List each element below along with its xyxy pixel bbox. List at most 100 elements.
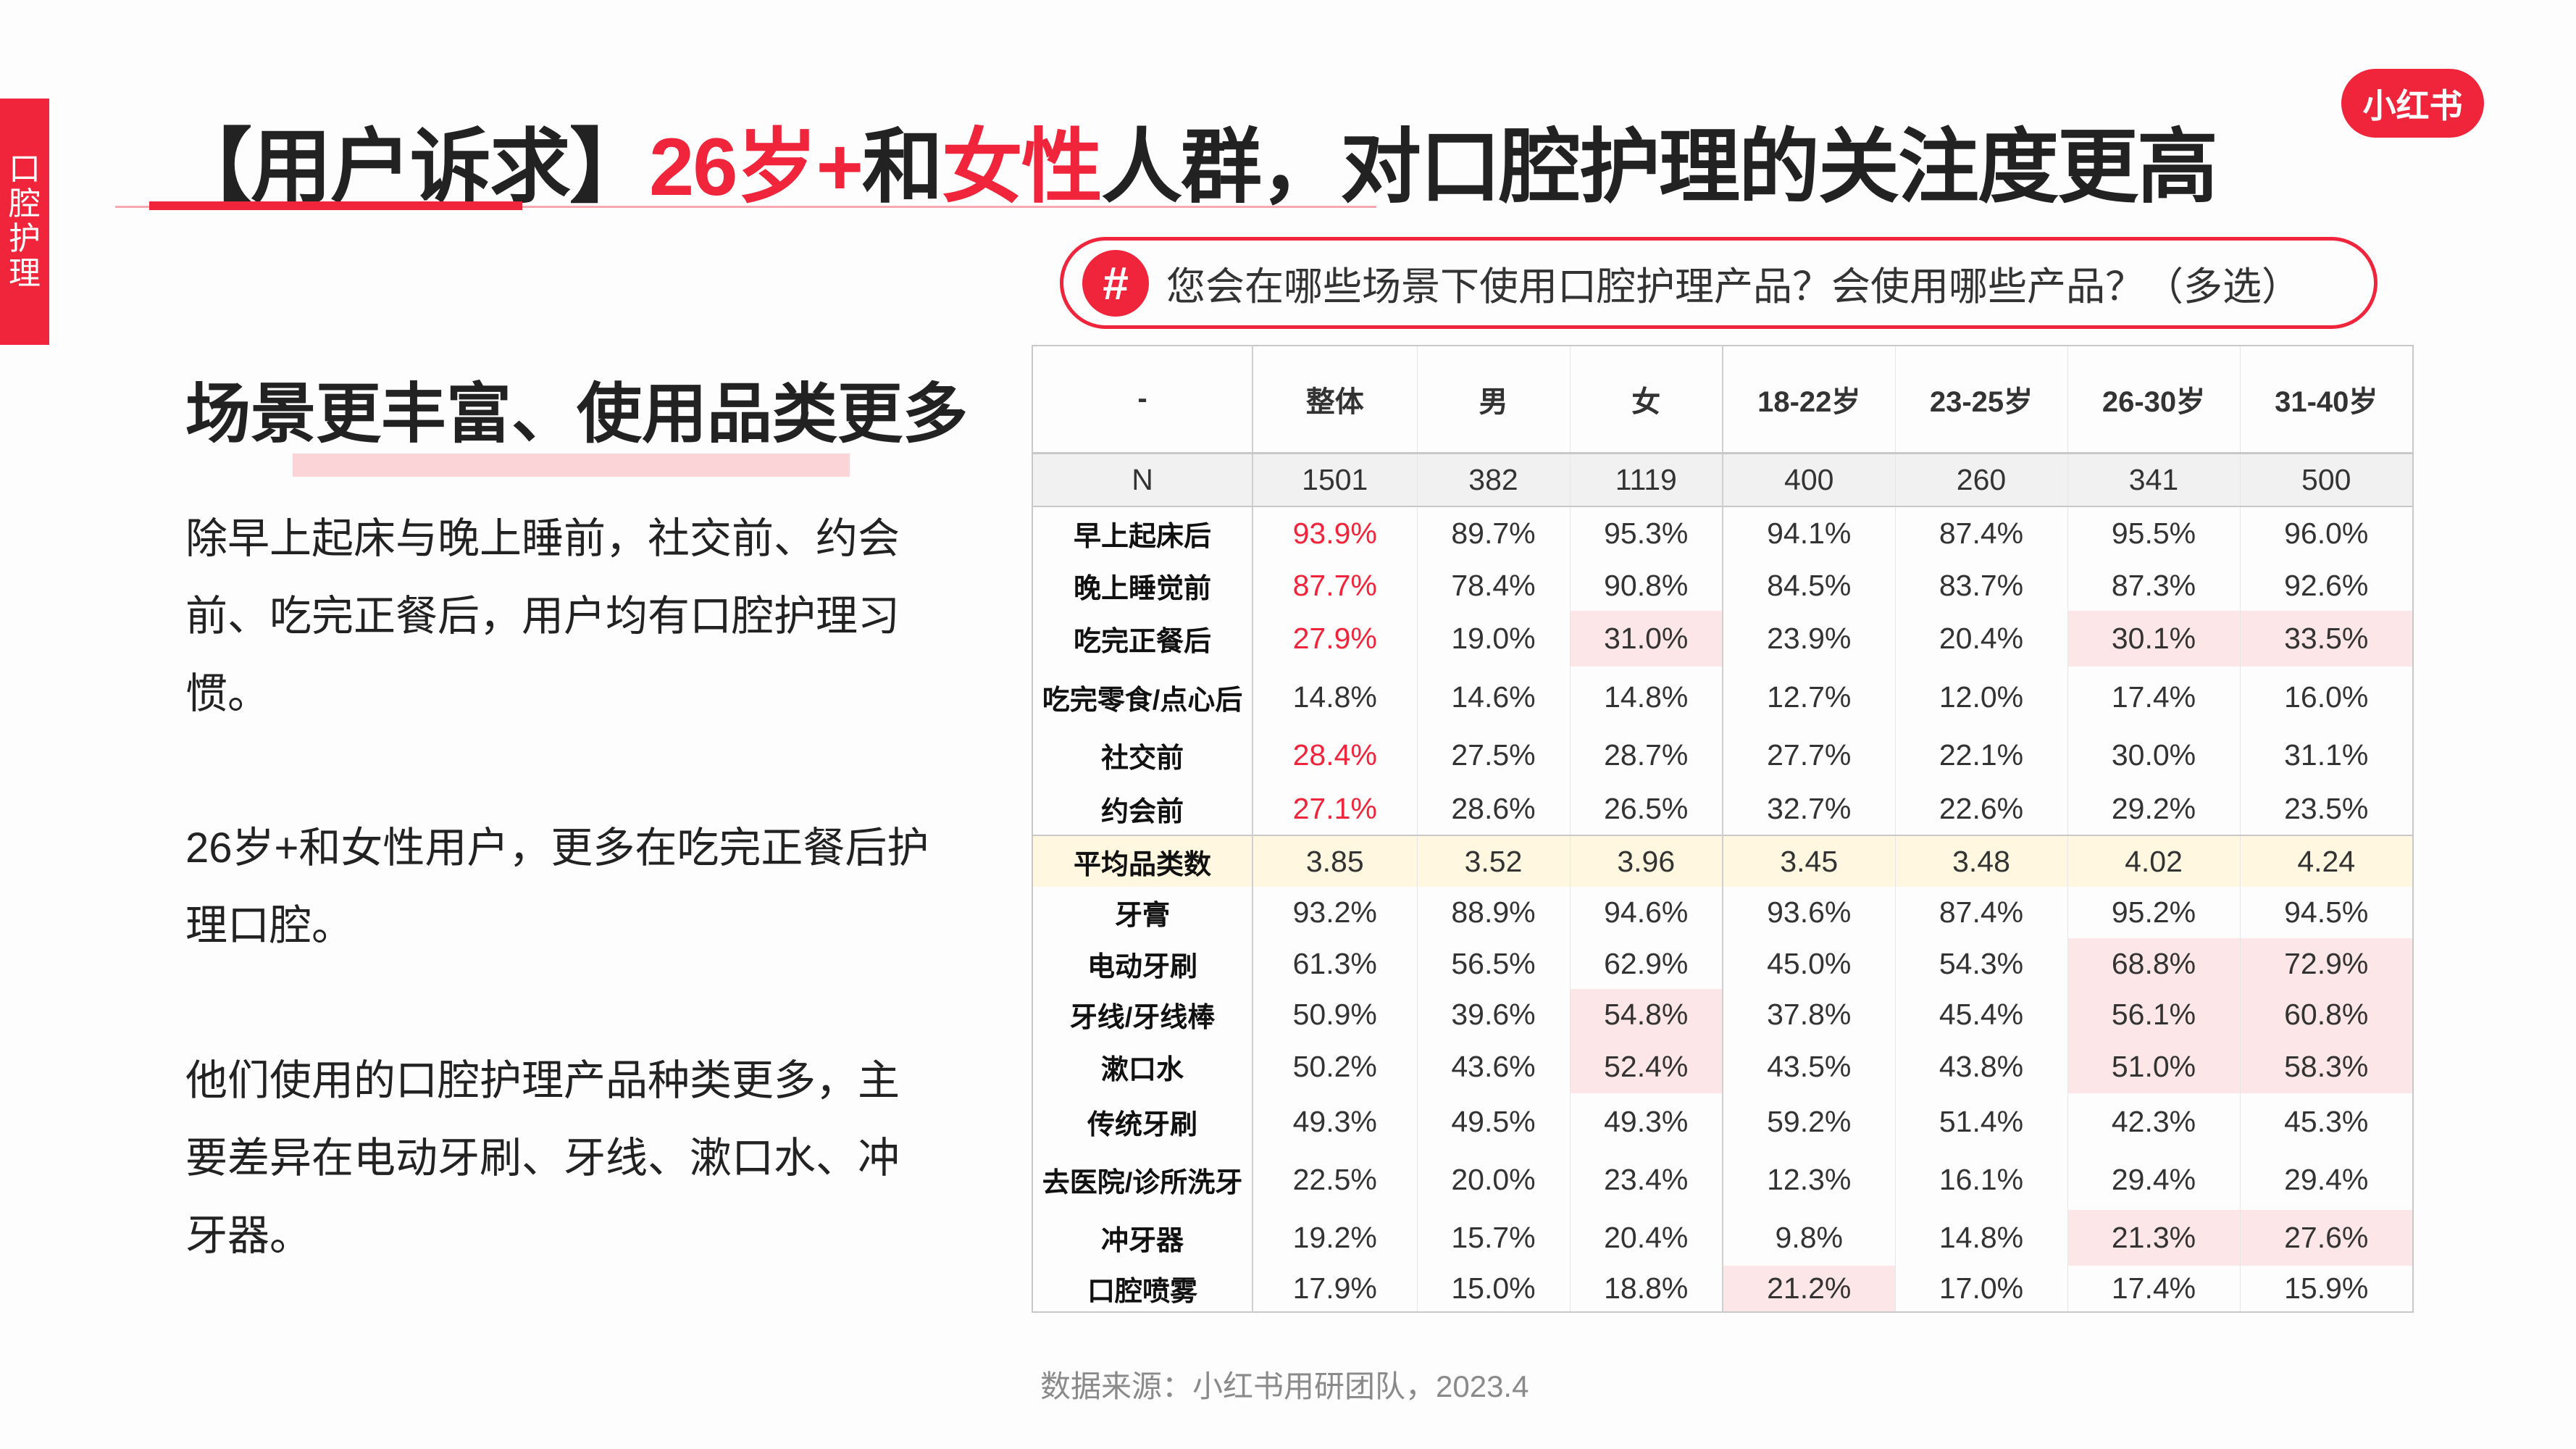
- title-highlight-age: 26岁+: [649, 122, 863, 212]
- value-cell: 23.4%: [1569, 1150, 1723, 1210]
- value-cell: 49.3%: [1252, 1093, 1417, 1150]
- value-cell: 20.4%: [1894, 611, 2067, 667]
- value-cell: 20.4%: [1569, 1210, 1723, 1266]
- value-cell: 58.3%: [2239, 1040, 2413, 1093]
- value-cell: 83.7%: [1894, 560, 2067, 611]
- value-cell: 92.6%: [2239, 560, 2413, 611]
- value-cell: 94.6%: [1569, 887, 1723, 938]
- value-cell: 72.9%: [2239, 938, 2413, 989]
- value-cell: 43.5%: [1722, 1040, 1895, 1093]
- row-label: 冲牙器: [1100, 1226, 1184, 1256]
- value-cell: 87.3%: [2067, 560, 2240, 611]
- value-cell: 22.5%: [1252, 1150, 1417, 1210]
- row-label: 传统牙刷: [1087, 1109, 1197, 1140]
- value-cell: 21.2%: [1722, 1266, 1895, 1312]
- row-label: 牙线/牙线棒: [1069, 1003, 1216, 1033]
- sample-size-cell: 382: [1416, 451, 1570, 507]
- table-row: 口腔喷雾 17.9% 15.0% 18.8% 21.2% 17.0% 17.4% 15.9%: [1032, 1266, 2413, 1312]
- survey-results-table: - 整体男女 18-22岁 23-25岁 26-30岁 31-40岁 N 1501 382 111…: [1032, 345, 2414, 1313]
- value-cell: 14.6%: [1416, 667, 1570, 727]
- value-cell: 93.6%: [1722, 887, 1895, 938]
- sample-size-cell: 1501: [1252, 451, 1417, 507]
- value-cell: 27.5%: [1416, 727, 1570, 783]
- row-label: 去医院/诊所洗牙: [1042, 1168, 1243, 1198]
- subtitle-highlight: [293, 454, 850, 477]
- value-cell: 21.3%: [2067, 1210, 2240, 1266]
- value-cell: 50.2%: [1252, 1040, 1417, 1093]
- row-label: 约会前: [1100, 797, 1184, 827]
- table-row: 电动牙刷 61.3% 56.5% 62.9% 45.0% 54.3% 68.8% 72.9%: [1032, 938, 2413, 989]
- value-cell: 3.85: [1252, 835, 1417, 887]
- value-cell: 50.9%: [1252, 989, 1417, 1040]
- title-divider: [115, 206, 1376, 208]
- value-cell: 30.1%: [2067, 611, 2240, 667]
- value-cell: 43.8%: [1894, 1040, 2067, 1093]
- value-cell: 3.52: [1416, 835, 1570, 887]
- value-cell: 3.96: [1569, 835, 1723, 887]
- value-cell: 87.7%: [1252, 560, 1417, 611]
- value-cell: 17.4%: [2067, 1266, 2240, 1312]
- column-header: 23-25岁: [1894, 346, 2067, 453]
- value-cell: 3.48: [1894, 835, 2067, 887]
- title-mid: 和: [861, 122, 943, 212]
- value-cell: 12.0%: [1894, 667, 2067, 727]
- section-subtitle: 场景更丰富、使用品类更多: [185, 378, 968, 451]
- data-source: 数据来源：小红书用研团队，2023.4: [1040, 1369, 1529, 1403]
- value-cell: 27.6%: [2239, 1210, 2413, 1266]
- column-header: 31-40岁: [2239, 346, 2413, 453]
- insight-paragraph-3: 他们使用的口腔护理产品种类更多，主要差异在电动牙刷、牙线、漱口水、冲牙器。: [185, 1057, 900, 1259]
- value-cell: 3.45: [1722, 835, 1895, 887]
- value-cell: 56.1%: [2067, 989, 2240, 1040]
- question-text: 您会在哪些场景下使用口腔护理产品？会使用哪些产品？（多选）: [1166, 265, 2301, 309]
- value-cell: 93.2%: [1252, 887, 1417, 938]
- value-cell: 28.7%: [1569, 727, 1723, 783]
- row-label: N: [1032, 451, 1253, 507]
- value-cell: 93.9%: [1252, 506, 1417, 560]
- value-cell: 60.8%: [2239, 989, 2413, 1040]
- value-cell: 68.8%: [2067, 938, 2240, 989]
- value-cell: 9.8%: [1722, 1210, 1895, 1266]
- value-cell: 37.8%: [1722, 989, 1895, 1040]
- insight-paragraph-2: 26岁+和女性用户，更多在吃完正餐后护理口腔。: [185, 824, 929, 949]
- value-cell: 19.0%: [1416, 611, 1570, 667]
- value-cell: 45.0%: [1722, 938, 1895, 989]
- value-cell: 23.9%: [1722, 611, 1895, 667]
- table-row: 晚上睡觉前 87.7% 78.4% 90.8% 84.5% 83.7% 87.3% 92.6%: [1032, 560, 2413, 611]
- section-tab-char: 理: [9, 256, 41, 291]
- column-header: 男: [1416, 346, 1570, 453]
- value-cell: 26.5%: [1569, 783, 1723, 835]
- row-label: 平均品类数: [1032, 835, 1253, 887]
- value-cell: 45.3%: [2239, 1093, 2413, 1150]
- value-cell: 16.1%: [1894, 1150, 2067, 1210]
- row-label: 早上起床后: [1073, 522, 1211, 552]
- value-cell: 29.4%: [2239, 1150, 2413, 1210]
- table-row: 约会前 27.1% 28.6% 26.5% 32.7% 22.6% 29.2% 23.5%: [1032, 783, 2413, 835]
- title-highlight-female: 女性: [941, 122, 1103, 212]
- value-cell: 17.4%: [2067, 667, 2240, 727]
- value-cell: 96.0%: [2239, 506, 2413, 560]
- row-label: 吃完零食/点心后: [1042, 685, 1243, 716]
- value-cell: 17.0%: [1894, 1266, 2067, 1312]
- page-title: 【用户诉求】26岁+和女性人群，对口腔护理的关注度更高: [171, 101, 2218, 219]
- table-header-row: - 整体男女 18-22岁 23-25岁 26-30岁 31-40岁: [1032, 346, 2413, 453]
- title-bracket: 【用户诉求】: [171, 122, 651, 212]
- value-cell: 16.0%: [2239, 667, 2413, 727]
- value-cell: 89.7%: [1416, 506, 1570, 560]
- table-row: 吃完正餐后 27.9% 19.0% 31.0% 23.9% 20.4% 30.1% 33.5%: [1032, 611, 2413, 667]
- section-tab-char: 腔: [9, 186, 41, 222]
- table-row: 漱口水 50.2% 43.6% 52.4% 43.5% 43.8% 51.0% 58.3%: [1032, 1040, 2413, 1093]
- value-cell: 54.8%: [1569, 989, 1723, 1040]
- value-cell: 23.5%: [2239, 783, 2413, 835]
- sample-size-cell: 1119: [1569, 451, 1723, 507]
- value-cell: 95.3%: [1569, 506, 1723, 560]
- row-label: 漱口水: [1100, 1055, 1184, 1085]
- table-row: 冲牙器 19.2% 15.7% 20.4% 9.8% 14.8% 21.3% 27.6%: [1032, 1210, 2413, 1266]
- value-cell: 88.9%: [1416, 887, 1570, 938]
- value-cell: 31.1%: [2239, 727, 2413, 783]
- value-cell: 84.5%: [1722, 560, 1895, 611]
- title-rest: 人群，对口腔护理的关注度更高: [1100, 122, 2218, 212]
- row-label: 电动牙刷: [1087, 951, 1197, 982]
- value-cell: 43.6%: [1416, 1040, 1570, 1093]
- value-cell: 12.7%: [1722, 667, 1895, 727]
- value-cell: 14.8%: [1569, 667, 1723, 727]
